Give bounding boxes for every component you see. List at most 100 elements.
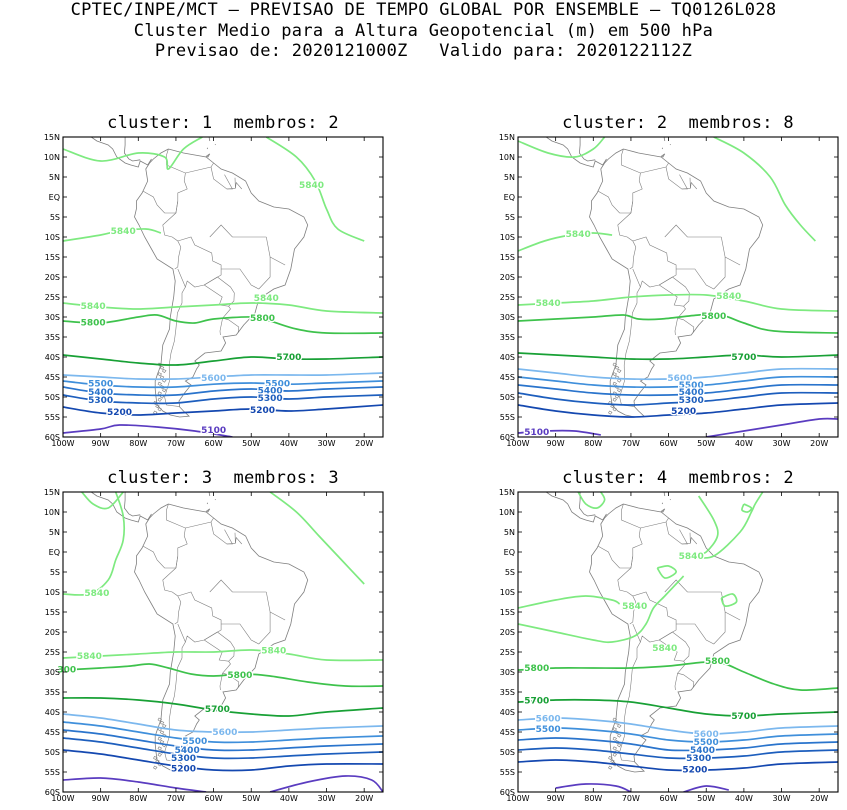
contour-label: 5600 (536, 714, 561, 724)
lat-tick-label: 50S (500, 393, 515, 402)
lat-tick-label: EQ (504, 548, 515, 557)
lon-tick-label: 40W (735, 794, 753, 803)
lat-tick-label: 5N (504, 173, 515, 182)
map-panel-cluster-2: 5840584058405800570056005500540053005200… (475, 135, 847, 455)
lat-tick-label: 35S (500, 333, 515, 342)
lat-tick-label: 50S (45, 393, 60, 402)
contour-label: 5840 (622, 602, 647, 612)
island-outline (615, 395, 619, 398)
lat-tick-label: 40S (45, 708, 60, 717)
country-border (675, 318, 678, 335)
island-outline (618, 369, 622, 372)
lat-tick-label: 45S (45, 728, 60, 737)
island-outline (158, 373, 162, 376)
lon-tick-label: 70W (167, 439, 185, 448)
contour-label: 5840 (254, 294, 279, 304)
lat-tick-label: 5S (505, 568, 515, 577)
contour-layer (518, 492, 838, 792)
island-outline (609, 766, 613, 769)
island-outline (613, 753, 617, 756)
lon-tick-label: 90W (547, 794, 565, 803)
contour-layer (63, 492, 383, 792)
lat-tick-label: 40S (500, 708, 515, 717)
lon-tick-label: 80W (129, 439, 147, 448)
lon-tick-label: 90W (547, 439, 565, 448)
country-border (676, 237, 725, 289)
lat-tick-label: 25S (500, 293, 515, 302)
lat-tick-label: 55S (500, 413, 515, 422)
island-outline (613, 382, 617, 385)
contour-5840 (518, 596, 620, 608)
contour-label: 5500 (536, 725, 561, 735)
country-border (225, 530, 233, 544)
lat-tick-label: 10S (500, 588, 515, 597)
country-border (631, 201, 633, 213)
lat-tick-label: 10N (499, 153, 515, 162)
country-border (178, 237, 221, 287)
island-outline (158, 747, 162, 750)
contour-label: 5600 (212, 728, 237, 738)
island-outline (613, 737, 617, 740)
island-outline (163, 369, 167, 372)
lon-tick-label: 50W (242, 794, 260, 803)
contour-label: 5700 (205, 705, 230, 715)
island-outline (618, 724, 622, 727)
country-border (220, 318, 223, 335)
lat-tick-label: 35S (45, 688, 60, 697)
contour-5200 (518, 760, 838, 770)
island-outline (158, 753, 162, 756)
country-border (204, 277, 234, 306)
lat-tick-label: 35S (500, 688, 515, 697)
lat-tick-label: 15N (44, 133, 60, 142)
country-border (210, 225, 266, 237)
map-panel-cluster-3: 5840584058403005800570056005500540053005… (20, 490, 400, 810)
island-outline (158, 737, 162, 740)
map-base (546, 492, 763, 772)
lat-tick-label: 10S (45, 588, 60, 597)
island-outline (156, 405, 160, 408)
contour-5840 (657, 566, 676, 578)
lon-tick-label: 40W (280, 439, 298, 448)
contour-5800 (63, 315, 383, 333)
lon-tick-label: 30W (317, 794, 335, 803)
lon-tick-label: 90W (92, 794, 110, 803)
lon-tick-label: 40W (280, 794, 298, 803)
contour-5100 (706, 419, 838, 437)
lon-tick-label: 90W (92, 439, 110, 448)
island-outline (661, 154, 664, 157)
lat-tick-label: 20S (45, 628, 60, 637)
country-border (221, 237, 270, 289)
island-outline (664, 137, 665, 141)
island-outline (209, 137, 210, 141)
lat-tick-label: 5N (49, 173, 60, 182)
map-panel-cluster-4: 5840584058405800580057005700560056005500… (475, 490, 847, 810)
lat-tick-label: 35S (45, 333, 60, 342)
contour-5840 (518, 137, 605, 157)
contour-label: 5840 (111, 227, 136, 237)
lat-tick-label: EQ (504, 193, 515, 202)
contour-label: 5840 (81, 302, 106, 312)
island-outline (613, 747, 617, 750)
country-border (633, 592, 676, 642)
lat-tick-label: 5S (50, 568, 60, 577)
country-border (210, 580, 266, 592)
map-frame (63, 492, 383, 792)
lat-tick-label: 30S (500, 668, 515, 677)
country-border (270, 257, 285, 265)
contour-label: 5840 (261, 646, 286, 656)
lon-tick-label: 100W (51, 794, 74, 803)
lat-tick-label: EQ (49, 548, 60, 557)
map-frame (518, 492, 838, 792)
island-outline (158, 398, 162, 401)
contour-5800 (518, 314, 838, 333)
contour-5840 (63, 303, 383, 313)
lon-tick-label: 60W (205, 439, 223, 448)
country-border (598, 149, 642, 213)
country-border (631, 556, 633, 568)
contour-label: 5300 (171, 754, 196, 764)
country-border (665, 225, 722, 237)
lat-tick-label: 20S (500, 273, 515, 282)
lat-tick-label: 30S (45, 313, 60, 322)
country-border (620, 287, 641, 407)
country-border (165, 287, 186, 407)
